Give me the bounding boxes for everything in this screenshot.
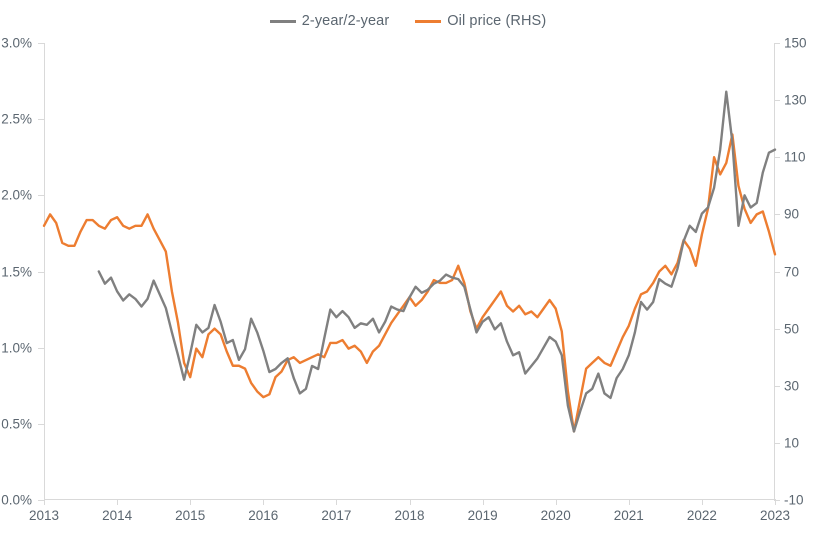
x-axis-tick: [701, 499, 703, 505]
y-axis-right-tick: [774, 442, 780, 444]
x-axis-tick: [555, 499, 557, 505]
y-axis-right-tick: [774, 328, 780, 330]
y-axis-right-label: 150: [784, 35, 807, 51]
y-axis-left-tick: [38, 271, 44, 273]
y-axis-right-tick: [774, 157, 780, 159]
y-axis-right-label: 30: [784, 378, 800, 394]
x-axis-label: 2019: [467, 508, 498, 523]
y-axis-left-tick: [38, 195, 44, 197]
y-axis-left-label: 2.0%: [1, 187, 32, 203]
x-axis-tick: [44, 499, 45, 505]
x-axis-label: 2015: [175, 508, 206, 523]
x-axis-tick: [263, 499, 265, 505]
y-axis-left-tick: [38, 43, 44, 44]
x-axis-tick: [117, 499, 119, 505]
y-axis-left-label: 0.0%: [1, 492, 32, 508]
legend-item-2-year[interactable]: 2-year/2-year: [269, 13, 390, 29]
y-axis-right-tick: [774, 43, 780, 44]
y-axis-right-label: 90: [784, 206, 800, 222]
legend-item-oil-price[interactable]: Oil price (RHS): [415, 13, 546, 29]
chart-legend: 2-year/2-year Oil price (RHS): [0, 8, 816, 34]
x-axis-label: 2016: [248, 508, 279, 523]
y-axis-right-tick: [774, 214, 780, 216]
plot-area: [38, 43, 780, 505]
x-axis-label: 2023: [759, 508, 791, 523]
y-axis-right-tick: [774, 500, 780, 501]
x-axis-label: 2013: [28, 508, 60, 523]
x-axis-label: 2020: [540, 508, 571, 523]
y-axis-right-label: 70: [784, 264, 800, 279]
series-lines: [42, 90, 777, 433]
legend-label-2-year: 2-year/2-year: [301, 13, 390, 29]
y-axis-left-label: 2.5%: [1, 111, 32, 127]
y-axis-right-label: 110: [784, 149, 806, 165]
y-axis-right-tick: [774, 385, 780, 387]
y-axis-right-label: -10: [784, 492, 804, 508]
x-axis-label: 2018: [394, 508, 425, 523]
x-axis-tick: [336, 499, 338, 505]
y-axis-left-line: [44, 43, 45, 500]
y-axis-left-label: 1.0%: [1, 340, 32, 356]
y-axis-right-label: 130: [784, 92, 807, 108]
y-axis-left-label: 1.5%: [1, 264, 32, 279]
x-axis-label: 2022: [686, 508, 717, 523]
y-axis-left-tick: [38, 500, 44, 501]
series-line-2-year: [97, 90, 777, 433]
y-axis-left-tick: [38, 119, 44, 121]
x-axis-tick: [775, 499, 776, 505]
x-axis-tick: [628, 499, 630, 505]
x-axis-label: 2017: [321, 508, 352, 523]
line-swatch-orange-icon: [415, 19, 442, 23]
x-axis-tick: [409, 499, 411, 505]
y-axis-right-label: 10: [784, 435, 800, 451]
line-swatch-grey-icon: [269, 19, 296, 23]
y-axis-left-label: 0.5%: [1, 416, 32, 432]
x-axis-label: 2021: [613, 508, 644, 523]
y-axis-left-tick: [38, 423, 44, 425]
y-axis-right-tick: [774, 100, 780, 102]
y-axis-left-label: 3.0%: [1, 35, 32, 51]
y-axis-right-tick: [774, 271, 780, 273]
x-axis-tick: [190, 499, 192, 505]
y-axis-left-tick: [38, 347, 44, 349]
x-axis-label: 2014: [102, 508, 133, 523]
y-axis-right-label: 50: [784, 321, 800, 337]
legend-label-oil-price: Oil price (RHS): [447, 13, 547, 29]
x-axis-tick: [482, 499, 484, 505]
